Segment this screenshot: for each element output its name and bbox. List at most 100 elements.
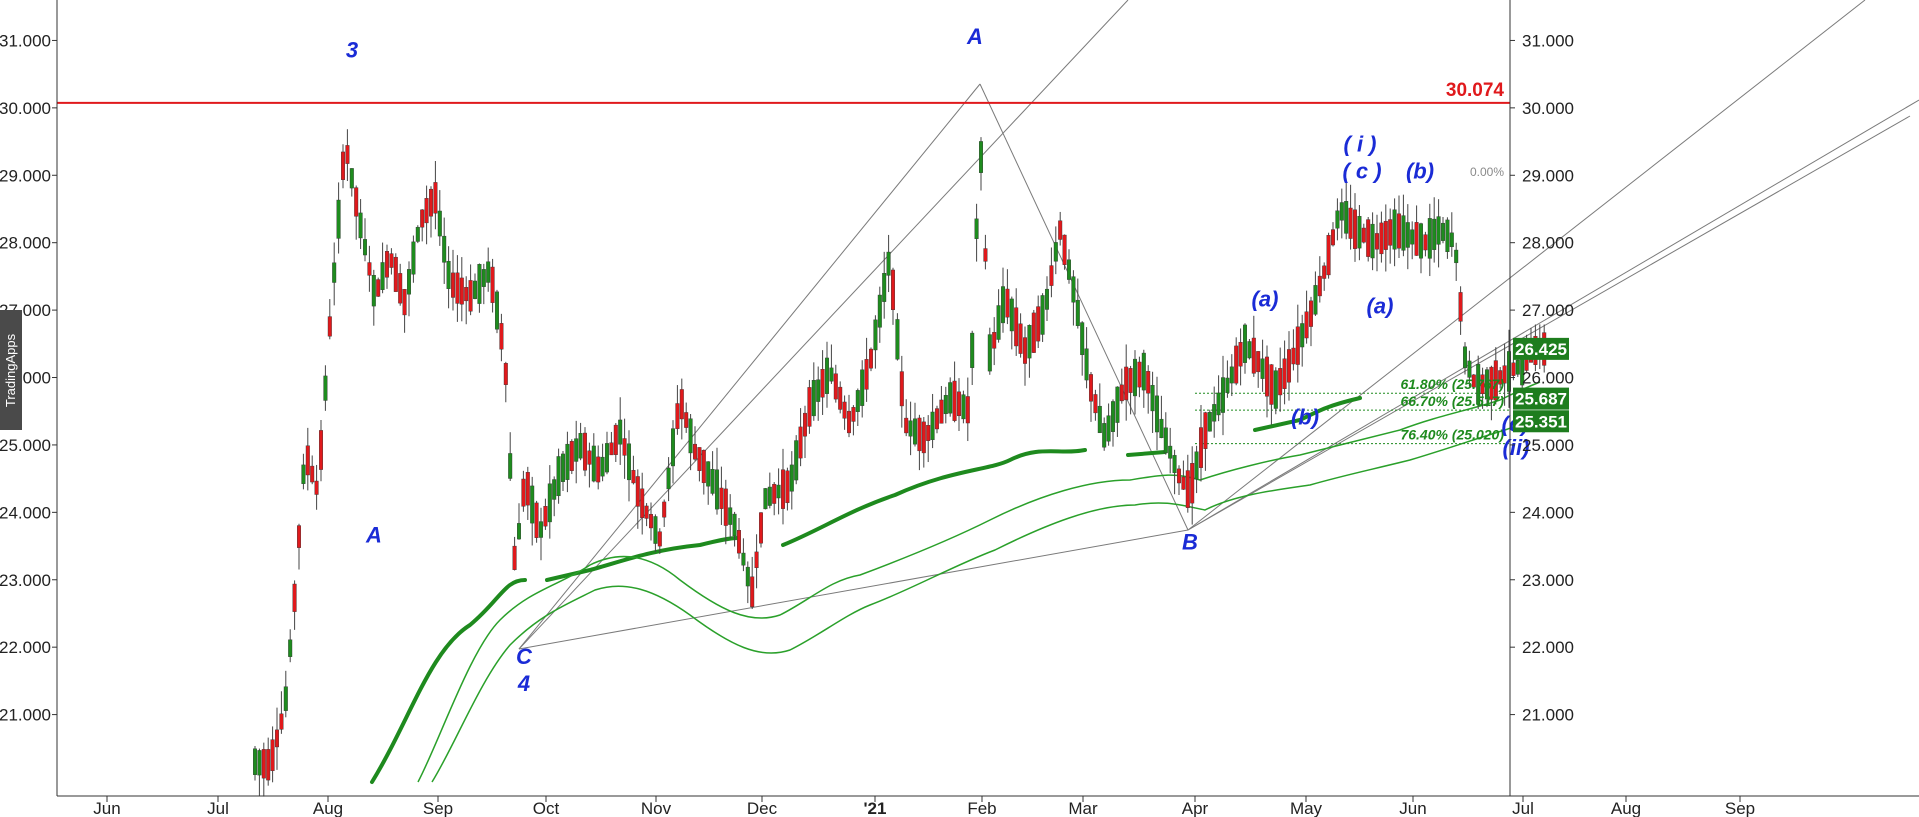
- candle-up: [688, 418, 693, 454]
- candle-down: [1256, 351, 1261, 373]
- candle-up: [1115, 386, 1120, 423]
- candle-down: [939, 399, 944, 424]
- candle-down: [512, 545, 517, 570]
- price-badge-label: 25.687: [1515, 390, 1567, 409]
- candle-down: [327, 316, 332, 337]
- x-tick-label: Sep: [1725, 799, 1755, 817]
- candle-down: [596, 456, 601, 483]
- candle-down: [847, 410, 852, 434]
- candle-down: [424, 198, 429, 224]
- candle-up: [1445, 219, 1450, 253]
- candle-up: [1150, 385, 1155, 412]
- fib-zero-label: 0.00%: [1470, 165, 1504, 179]
- candle-up: [732, 513, 737, 537]
- x-tick-label: Mar: [1068, 799, 1098, 817]
- wave-label: 3: [346, 37, 358, 62]
- candle-down: [345, 145, 350, 164]
- candle-up: [556, 456, 561, 497]
- x-tick-label: Jun: [93, 799, 120, 817]
- candle-up: [1097, 405, 1102, 434]
- candle-up: [715, 469, 720, 510]
- candle-down: [1036, 306, 1041, 342]
- candle-down: [1480, 374, 1485, 395]
- candle-up: [1106, 415, 1111, 442]
- candle-down: [1352, 209, 1357, 249]
- candle-down: [385, 251, 390, 278]
- wave-label: ( i ): [1344, 132, 1377, 157]
- candle-down: [1502, 365, 1507, 384]
- y-tick-label-right: 22.000: [1522, 638, 1574, 657]
- candle-up: [913, 418, 918, 445]
- candle-up: [1159, 418, 1164, 439]
- candle-down: [640, 488, 645, 519]
- candle-up: [1370, 223, 1375, 259]
- candle-down: [1093, 394, 1098, 414]
- candle-down: [1471, 374, 1476, 388]
- candle-down: [869, 348, 874, 369]
- candle-up: [1075, 299, 1080, 327]
- candle-up: [578, 433, 583, 459]
- candle-up: [1392, 209, 1397, 250]
- candle-up: [552, 479, 557, 500]
- candle-up: [1449, 232, 1454, 248]
- candle-down: [266, 749, 271, 781]
- candle-up: [1084, 348, 1089, 381]
- candle-down: [1124, 366, 1129, 401]
- candle-up: [415, 226, 420, 242]
- candle-up: [605, 443, 610, 473]
- candle-up: [1247, 341, 1252, 359]
- candle-down: [1018, 323, 1023, 354]
- candle-down: [1304, 311, 1309, 339]
- candle-down: [1198, 427, 1203, 468]
- y-tick-label-right: 21.000: [1522, 706, 1574, 725]
- y-tick-label-right: 26.000: [1522, 369, 1574, 388]
- candle-up: [1172, 455, 1177, 474]
- candle-up: [349, 168, 354, 189]
- candle-down: [1366, 219, 1371, 257]
- candle-down: [754, 551, 759, 569]
- candle-up: [741, 552, 746, 566]
- candle-down: [1374, 233, 1379, 250]
- candle-up: [323, 375, 328, 401]
- candle-down: [1251, 337, 1256, 374]
- candle-up: [565, 443, 570, 480]
- price-badge-label: 25.351: [1515, 412, 1567, 431]
- x-tick-label: Sep: [423, 799, 453, 817]
- candle-down: [1278, 368, 1283, 396]
- candle-down: [820, 369, 825, 398]
- wave-label: C: [516, 644, 533, 669]
- candle-up: [1313, 285, 1318, 315]
- candle-down: [1185, 470, 1190, 508]
- y-tick-label-right: 31.000: [1522, 31, 1574, 50]
- trend-line: [979, 83, 1189, 531]
- x-tick-label: Jul: [207, 799, 229, 817]
- candle-down: [1396, 213, 1401, 249]
- candle-down: [719, 487, 724, 509]
- candle-down: [297, 525, 302, 548]
- candle-up: [1344, 201, 1349, 234]
- candle-down: [429, 188, 434, 217]
- candle-down: [649, 514, 654, 529]
- candle-down: [1317, 275, 1322, 297]
- candle-up: [829, 367, 834, 382]
- candle-up: [1225, 377, 1230, 393]
- candle-up: [1168, 445, 1173, 459]
- candle-up: [442, 235, 447, 263]
- candle-up: [789, 464, 794, 492]
- candle-up: [860, 369, 865, 406]
- candle-up: [508, 453, 513, 479]
- candle-up: [776, 484, 781, 499]
- price-badge: [1513, 410, 1569, 433]
- candle-up: [358, 212, 363, 239]
- candle-down: [952, 380, 957, 421]
- candle-down: [314, 480, 319, 495]
- candle-down: [1031, 312, 1036, 353]
- candle-up: [653, 516, 658, 544]
- candle-down: [1330, 229, 1335, 246]
- candle-up: [332, 262, 337, 283]
- candle-up: [530, 485, 535, 524]
- candle-down: [503, 363, 508, 385]
- candle-up: [411, 241, 416, 275]
- candle-down: [354, 187, 359, 217]
